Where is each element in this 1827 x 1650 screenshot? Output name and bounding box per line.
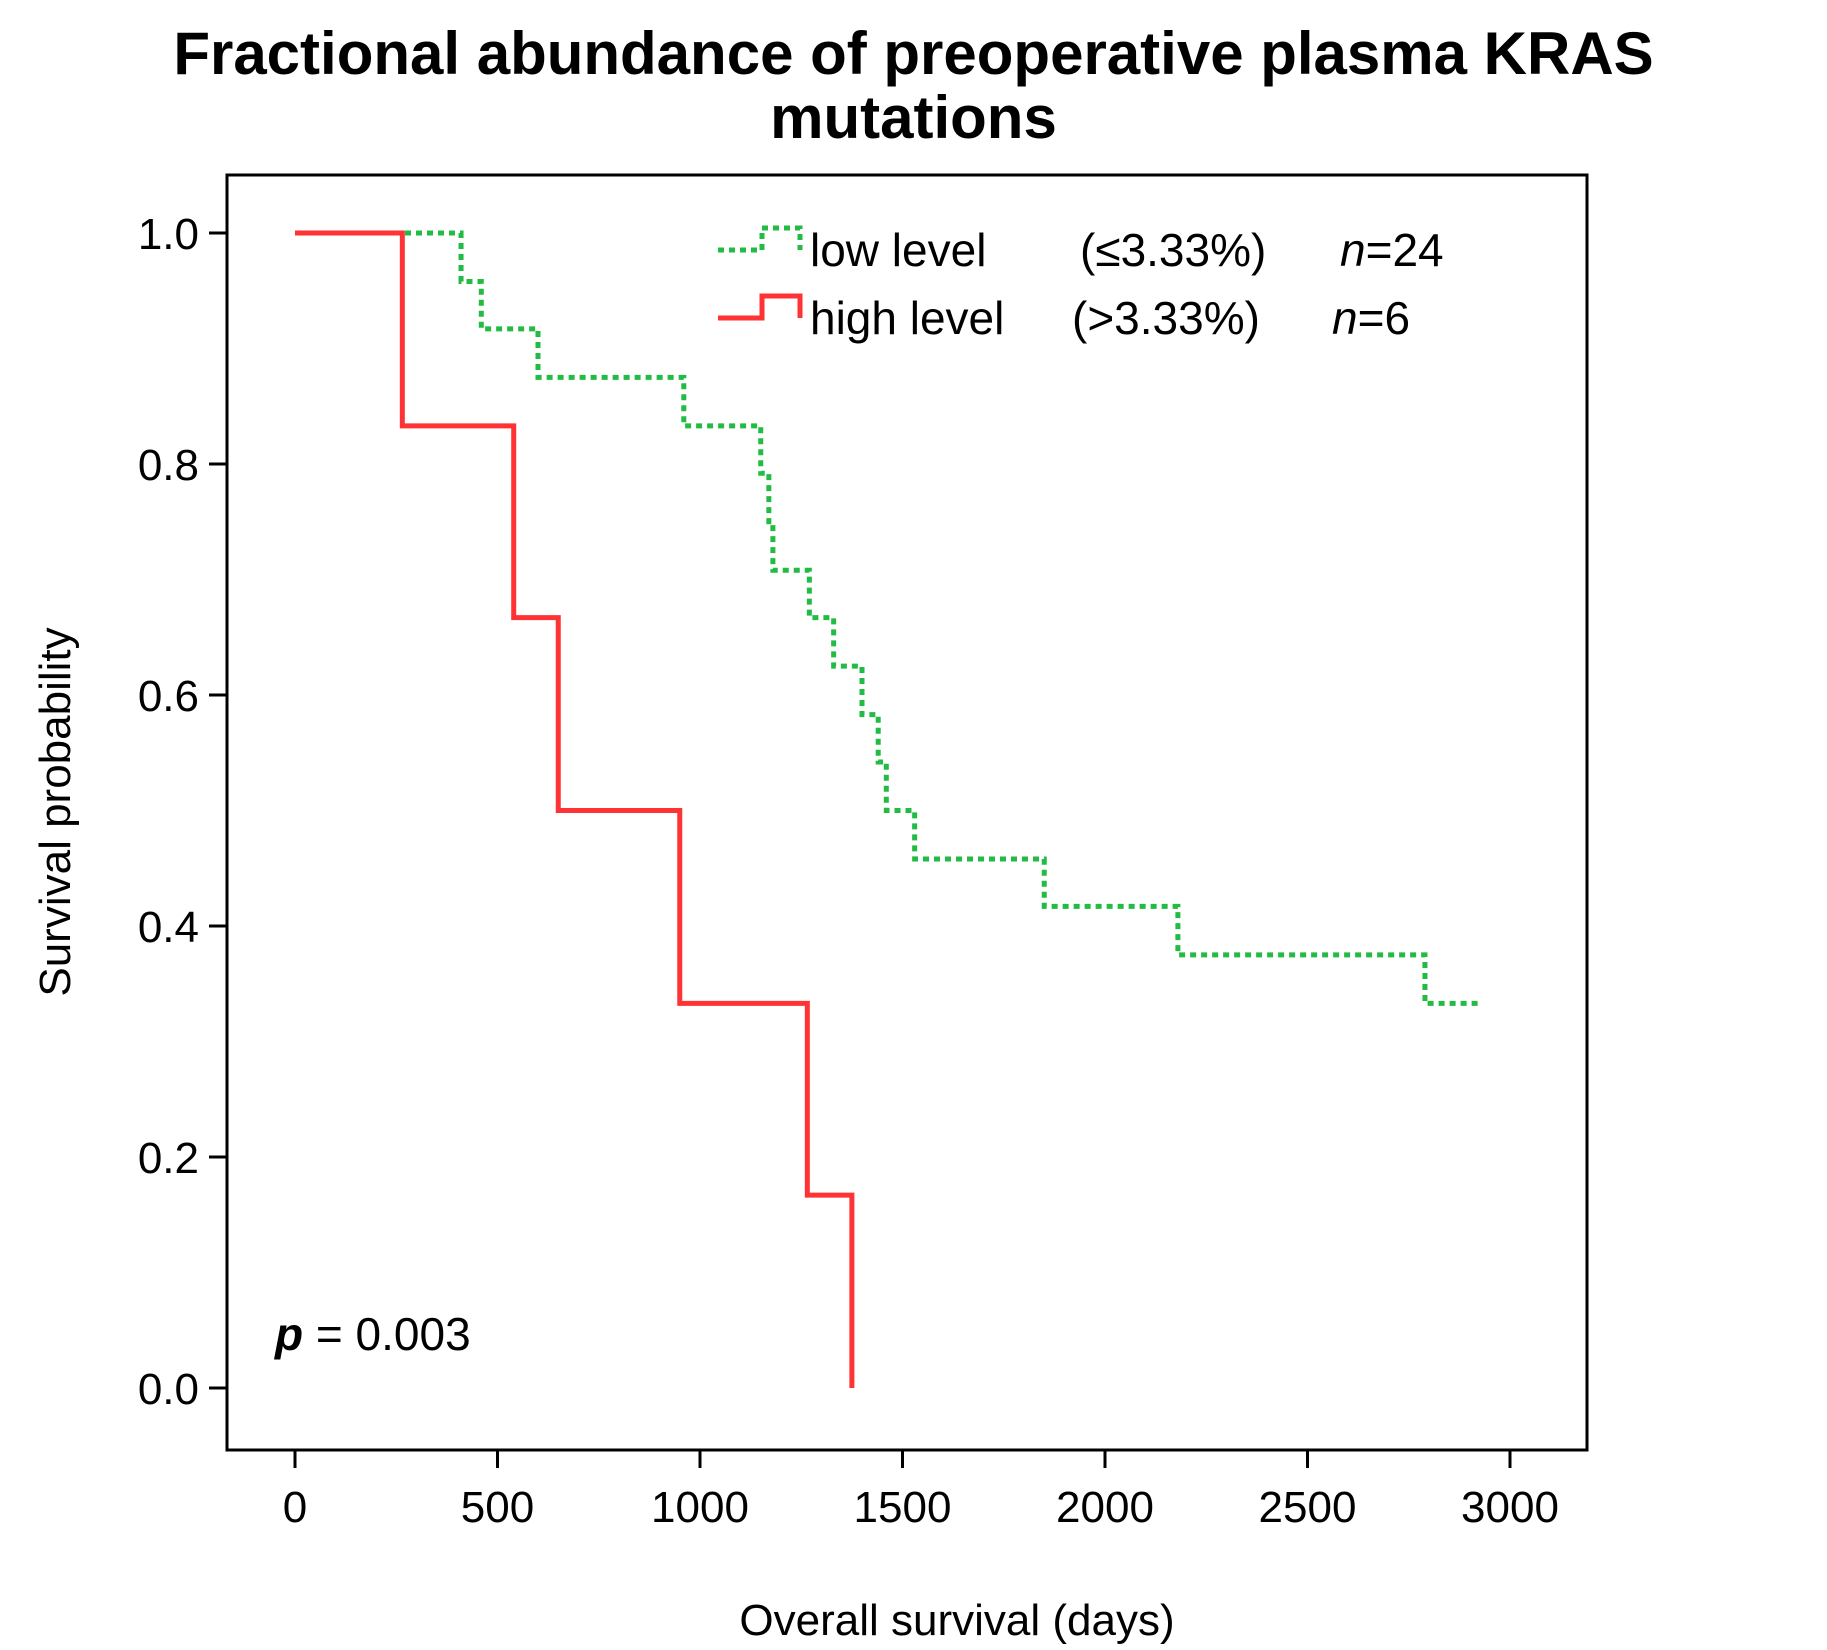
y-tick-label-3: 0.6 xyxy=(138,672,199,721)
chart-title-line-1: Fractional abundance of preoperative pla… xyxy=(173,20,1654,87)
legend-symbol-low-level xyxy=(718,225,803,253)
legend-n-value: =24 xyxy=(1366,224,1444,276)
y-tick-label-2: 0.4 xyxy=(138,903,199,952)
x-tick-label-0: 0 xyxy=(283,1483,307,1532)
legend-name: low level xyxy=(810,224,999,276)
y-tick-label-4: 0.8 xyxy=(138,441,199,490)
legend-n-value: =6 xyxy=(1358,292,1410,344)
series-line-high-level xyxy=(295,230,855,1388)
chart-title-line-2: mutations xyxy=(770,84,1057,151)
legend-n-symbol: n xyxy=(1332,292,1358,344)
x-tick-label-5: 2500 xyxy=(1259,1483,1357,1532)
series-line-low-level xyxy=(295,230,1482,1006)
annotation-layer: p = 0.003 xyxy=(273,1308,471,1360)
y-axis-title: Survival probability xyxy=(31,627,80,996)
p-value-annotation: p = 0.003 xyxy=(273,1308,471,1360)
x-tick-label-1: 500 xyxy=(461,1483,534,1532)
legend-n-symbol: n xyxy=(1340,224,1366,276)
legend-name: high level xyxy=(810,292,1017,344)
y-tick-label-5: 1.0 xyxy=(138,210,199,259)
y-tick-label-1: 0.2 xyxy=(138,1134,199,1183)
legend-range: (>3.33%) xyxy=(1072,292,1260,344)
x-tick-label-4: 2000 xyxy=(1056,1483,1154,1532)
legend-label-high-level: high level (>3.33%) n=6 xyxy=(810,292,1410,344)
chart-title: Fractional abundance of preoperative pla… xyxy=(0,22,1827,150)
x-tick-label-2: 1000 xyxy=(651,1483,749,1532)
legend-symbol-high-level xyxy=(718,293,803,321)
x-tick-label-3: 1500 xyxy=(854,1483,952,1532)
legend: low level (≤3.33%) n=24 high level (>3.33%… xyxy=(718,224,1444,344)
x-axis-title: Overall survival (days) xyxy=(739,1596,1174,1645)
p-symbol: p xyxy=(273,1308,316,1360)
p-value: = 0.003 xyxy=(316,1308,471,1360)
y-tick-label-0: 0.0 xyxy=(138,1365,199,1414)
axes-layer: 0 500 1000 1500 2000 2500 3000 0.0 0.2 0.4 0.6 0.8 1… xyxy=(31,210,1559,1645)
x-tick-label-6: 3000 xyxy=(1461,1483,1559,1532)
legend-label-low-level: low level (≤3.33%) n=24 xyxy=(810,224,1444,276)
series-layer xyxy=(295,230,1482,1388)
legend-range: (≤3.33%) xyxy=(1080,224,1266,276)
